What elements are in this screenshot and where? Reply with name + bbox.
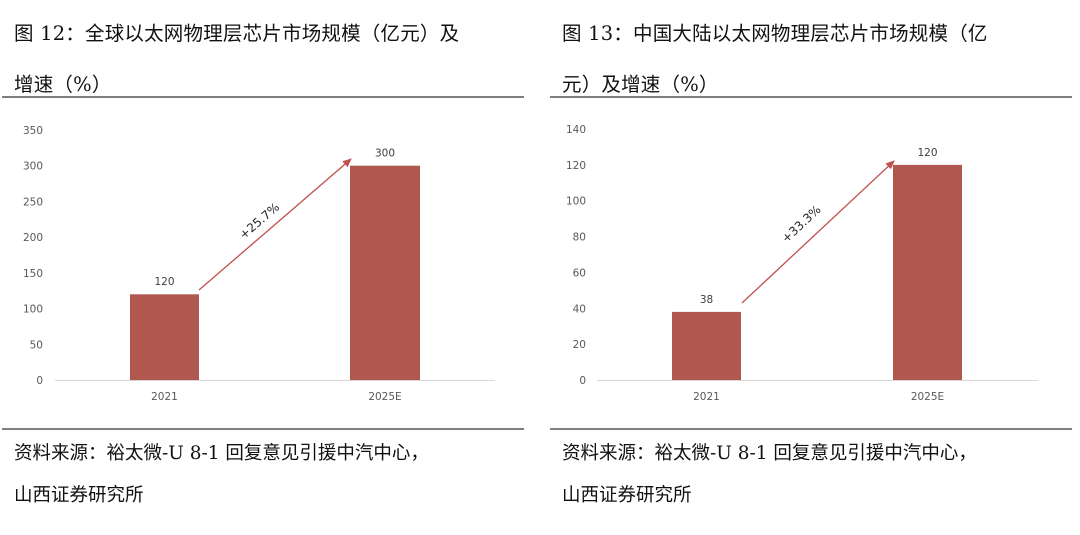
growth-arrow	[741, 160, 895, 304]
svg-text:200: 200	[23, 232, 43, 244]
data-label-2021: 120	[154, 276, 174, 288]
x-label-2021: 2021	[151, 391, 178, 403]
x-label-2025e: 2025E	[911, 391, 944, 403]
svg-text:140: 140	[566, 124, 586, 136]
figure-title: 图 12：全球以太网物理层芯片市场规模（亿元）及 增速（%）	[14, 8, 519, 110]
svg-text:40: 40	[573, 303, 586, 315]
svg-text:300: 300	[23, 161, 43, 173]
svg-text:350: 350	[23, 125, 43, 137]
source-note: 资料来源：裕太微-U 8-1 回复意见引援中汽中心， 山西证券研究所	[562, 433, 1067, 517]
source-note: 资料来源：裕太微-U 8-1 回复意见引援中汽中心， 山西证券研究所	[14, 433, 519, 517]
y-axis-ticks: 0 20 40 60 80 100 120 140	[566, 124, 586, 387]
svg-text:0: 0	[579, 375, 586, 387]
svg-text:150: 150	[23, 268, 43, 280]
source-line-2: 山西证券研究所	[14, 485, 144, 506]
svg-text:0: 0	[36, 375, 43, 387]
bar-2025e	[350, 165, 420, 380]
bottom-rule	[550, 428, 1072, 430]
figure-12: 图 12：全球以太网物理层芯片市场规模（亿元）及 增速（%） 0 50 100 …	[0, 0, 525, 535]
figure-title-line-2: 增速（%）	[14, 73, 112, 96]
svg-text:100: 100	[23, 304, 43, 316]
x-label-2025e: 2025E	[368, 391, 401, 403]
svg-text:20: 20	[573, 339, 586, 351]
data-label-2025e: 120	[917, 147, 937, 159]
source-line-1: 资料来源：裕太微-U 8-1 回复意见引援中汽中心，	[14, 443, 429, 464]
figure-title-line-1: 图 13：中国大陆以太网物理层芯片市场规模（亿	[562, 22, 988, 45]
svg-text:250: 250	[23, 196, 43, 208]
top-rule	[2, 96, 524, 98]
svg-text:120: 120	[566, 160, 586, 172]
bar-chart: 0 20 40 60 80 100 120 140 38 120 2021 20…	[566, 124, 1038, 403]
bottom-rule	[2, 428, 524, 430]
svg-text:50: 50	[30, 339, 43, 351]
data-label-2025e: 300	[375, 148, 395, 160]
bar-2025e	[893, 164, 962, 380]
data-label-2021: 38	[700, 294, 713, 306]
source-line-2: 山西证券研究所	[562, 485, 692, 506]
top-rule	[550, 96, 1072, 98]
bar-chart: 0 50 100 150 200 250 300 350 120 300 202…	[23, 125, 495, 403]
svg-text:80: 80	[573, 232, 586, 244]
source-line-1: 资料来源：裕太微-U 8-1 回复意见引援中汽中心，	[562, 443, 977, 464]
figure-13: 图 13：中国大陆以太网物理层芯片市场规模（亿 元）及增速（%） 0 20 40…	[548, 0, 1073, 535]
svg-text:60: 60	[573, 267, 586, 279]
growth-rate-label: +25.7%	[237, 200, 283, 242]
growth-arrow	[198, 158, 352, 291]
figure-title-line-1: 图 12：全球以太网物理层芯片市场规模（亿元）及	[14, 22, 460, 45]
x-label-2021: 2021	[693, 391, 720, 403]
figure-title-line-2: 元）及增速（%）	[562, 73, 719, 96]
bar-2021	[672, 311, 741, 380]
y-axis-ticks: 0 50 100 150 200 250 300 350	[23, 125, 43, 387]
growth-rate-label: +33.3%	[779, 203, 824, 246]
bar-2021	[130, 294, 199, 380]
svg-text:100: 100	[566, 196, 586, 208]
figure-title: 图 13：中国大陆以太网物理层芯片市场规模（亿 元）及增速（%）	[562, 8, 1067, 110]
